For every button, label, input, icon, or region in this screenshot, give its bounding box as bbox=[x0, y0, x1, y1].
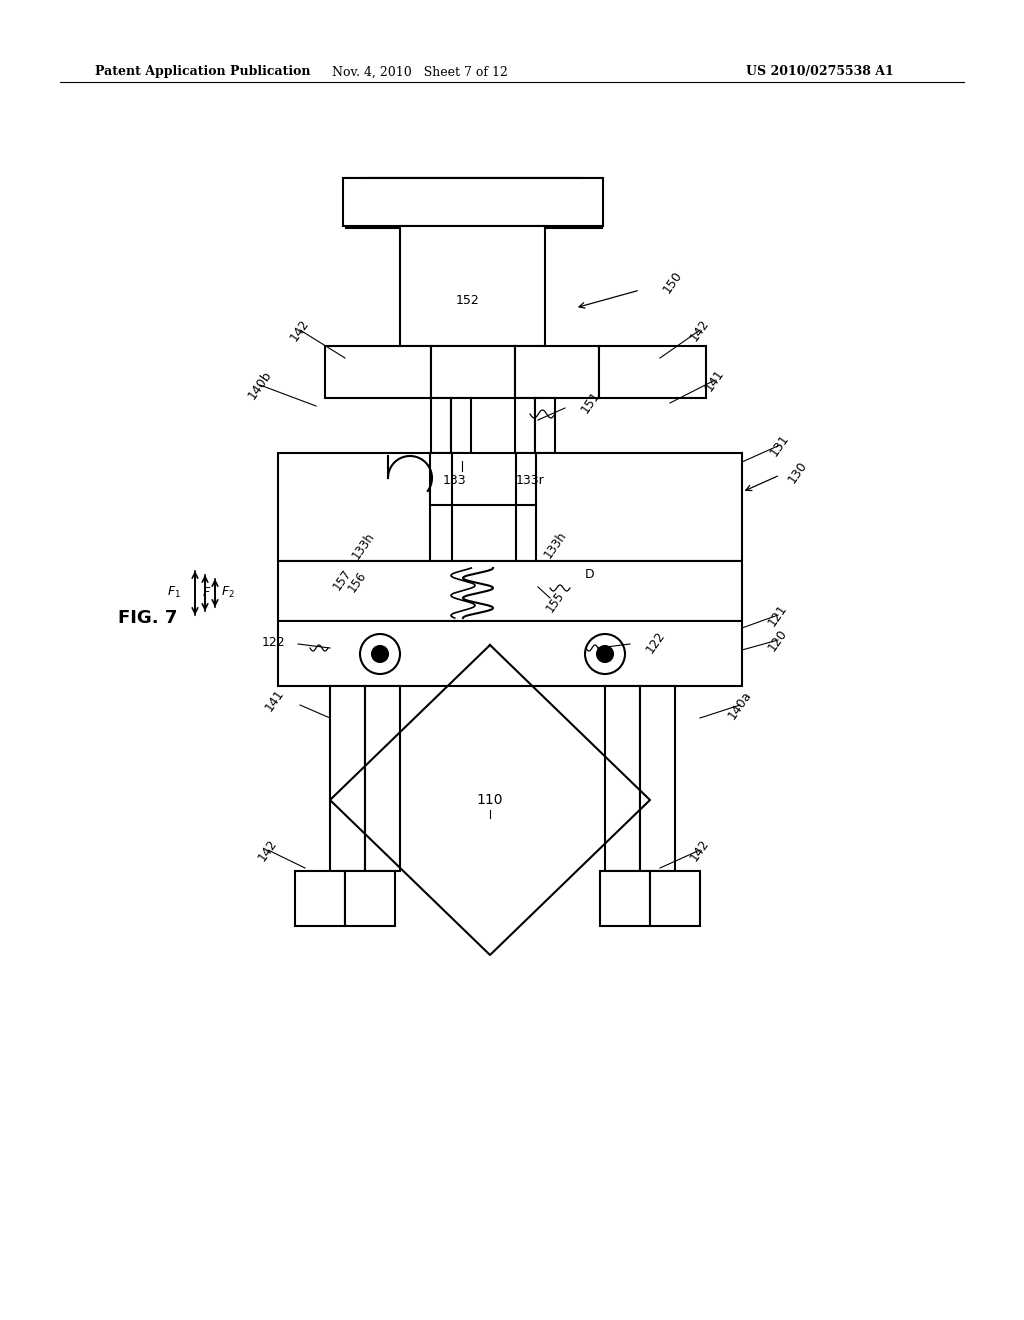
Text: $F_1$: $F_1$ bbox=[167, 585, 181, 599]
Text: 131: 131 bbox=[768, 432, 793, 458]
Text: 156: 156 bbox=[345, 569, 369, 595]
Text: 133r: 133r bbox=[516, 474, 545, 487]
Text: 157: 157 bbox=[331, 568, 353, 593]
Text: 122: 122 bbox=[261, 635, 285, 648]
Text: 142: 142 bbox=[688, 317, 712, 343]
Bar bbox=[345, 871, 395, 927]
Text: 141: 141 bbox=[702, 367, 727, 393]
Text: FIG. 7: FIG. 7 bbox=[118, 609, 177, 627]
Text: US 2010/0275538 A1: US 2010/0275538 A1 bbox=[746, 66, 894, 78]
Bar bbox=[278, 561, 742, 620]
Bar bbox=[278, 453, 742, 561]
Text: 152: 152 bbox=[456, 293, 480, 306]
Bar bbox=[368, 178, 580, 222]
Text: 120: 120 bbox=[766, 627, 791, 653]
Circle shape bbox=[360, 634, 400, 675]
Circle shape bbox=[585, 634, 625, 675]
Text: 140a: 140a bbox=[726, 688, 755, 722]
Text: Nov. 4, 2010   Sheet 7 of 12: Nov. 4, 2010 Sheet 7 of 12 bbox=[332, 66, 508, 78]
Bar bbox=[330, 686, 365, 871]
Text: 110: 110 bbox=[477, 793, 503, 807]
Bar bbox=[400, 226, 545, 346]
Text: 155: 155 bbox=[544, 589, 566, 615]
Text: D: D bbox=[585, 569, 595, 582]
Text: Patent Application Publication: Patent Application Publication bbox=[95, 66, 310, 78]
Bar bbox=[535, 399, 555, 453]
Bar bbox=[600, 871, 650, 927]
Bar bbox=[325, 346, 431, 399]
Bar bbox=[343, 178, 603, 226]
Text: 142: 142 bbox=[288, 317, 312, 343]
Bar bbox=[295, 871, 345, 927]
Text: 142: 142 bbox=[256, 837, 281, 863]
Text: 133h: 133h bbox=[349, 531, 377, 562]
Text: 130: 130 bbox=[785, 458, 809, 486]
Text: 141: 141 bbox=[263, 686, 287, 713]
Text: 122: 122 bbox=[643, 628, 668, 656]
Text: 142: 142 bbox=[688, 837, 712, 863]
Bar bbox=[278, 620, 742, 686]
Bar bbox=[431, 399, 451, 453]
Bar bbox=[599, 346, 706, 399]
Bar bbox=[605, 686, 640, 871]
Text: 133h: 133h bbox=[541, 529, 569, 561]
Text: 150: 150 bbox=[660, 268, 684, 296]
Bar bbox=[640, 686, 675, 871]
Text: $F_2$: $F_2$ bbox=[221, 585, 234, 599]
Text: 133: 133 bbox=[442, 474, 466, 487]
Bar bbox=[451, 399, 471, 453]
Bar bbox=[346, 178, 602, 228]
Bar bbox=[365, 686, 400, 871]
Bar bbox=[431, 346, 515, 399]
Bar bbox=[650, 871, 700, 927]
Bar bbox=[515, 399, 535, 453]
Text: 140b: 140b bbox=[246, 368, 274, 401]
Text: 121: 121 bbox=[766, 602, 791, 628]
Text: 151: 151 bbox=[578, 388, 602, 416]
Bar bbox=[515, 346, 599, 399]
Circle shape bbox=[597, 645, 613, 663]
Text: $F$: $F$ bbox=[203, 586, 212, 598]
Circle shape bbox=[372, 645, 388, 663]
